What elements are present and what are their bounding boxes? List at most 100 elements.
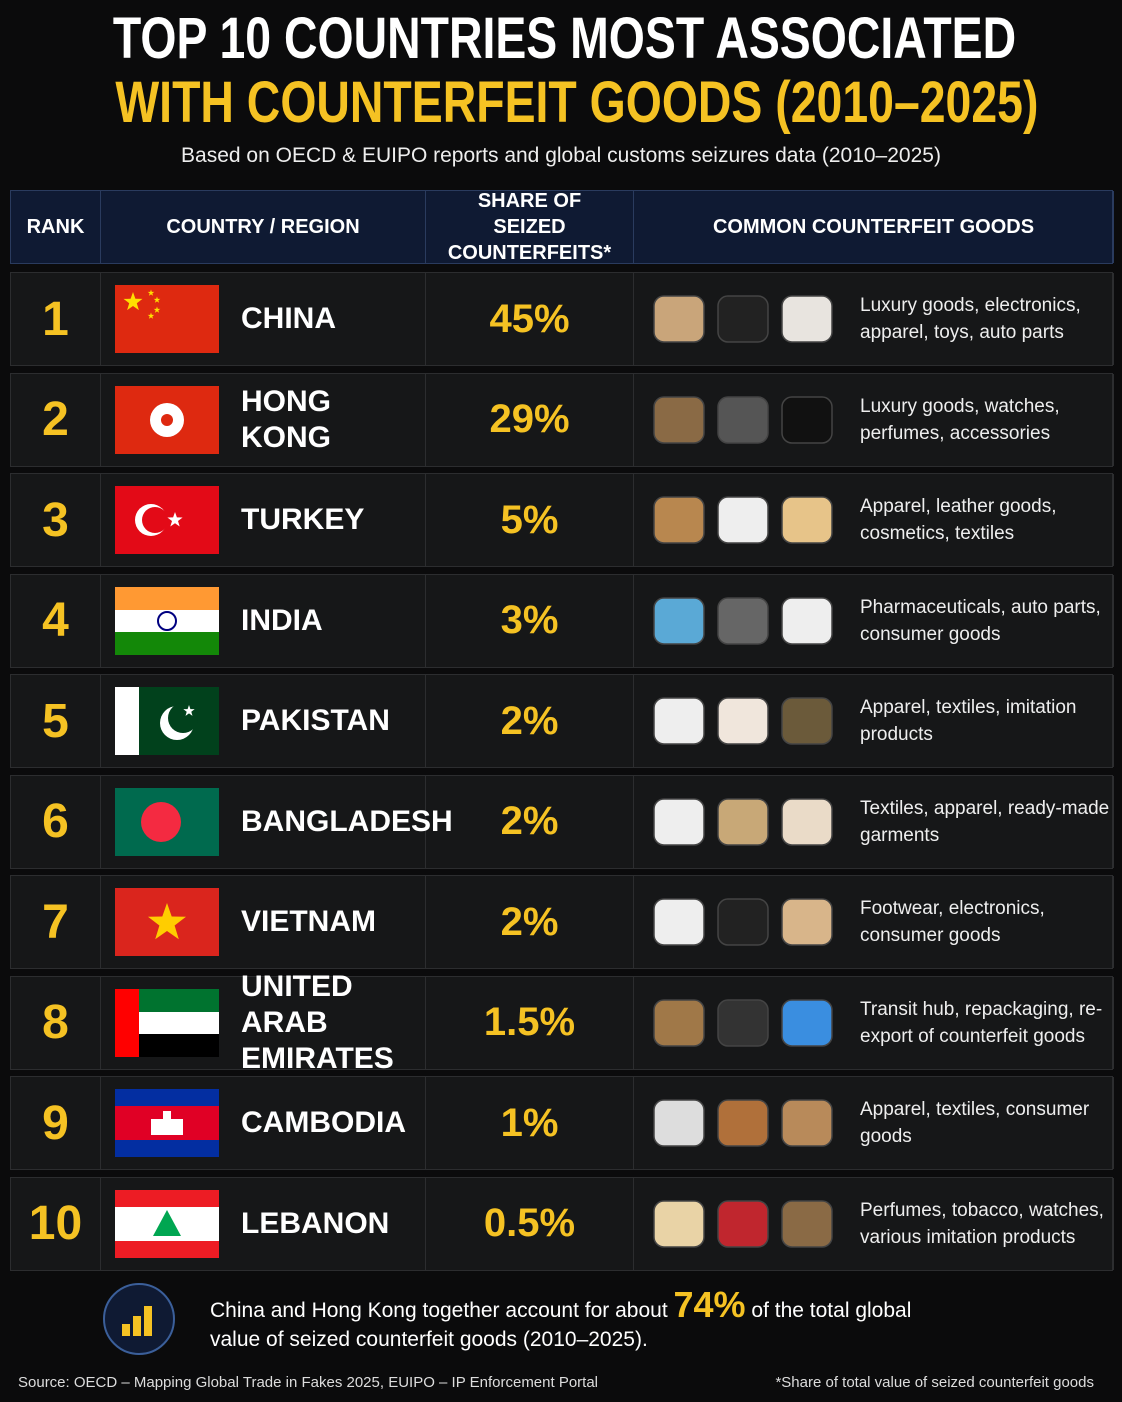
table-row: 5 PAKISTAN 2% Apparel, textiles, imitation …	[10, 674, 1114, 768]
flag	[115, 988, 219, 1057]
country-text: VIETNAM	[241, 905, 376, 938]
goods-cell: Textiles, apparel, ready-made garments	[634, 775, 1114, 868]
flag	[115, 385, 219, 454]
share-text: 5%	[500, 497, 559, 542]
rank-text: 5	[42, 694, 69, 748]
share-text: 1.5%	[483, 1000, 576, 1044]
table-row: 1 CHINA 45% Luxury goods, electronics, appa…	[10, 272, 1114, 366]
goods-cell: Apparel, textiles, consumer goods	[634, 1077, 1114, 1169]
rank-cell: 8	[11, 976, 101, 1069]
share-cell: 2%	[426, 876, 634, 968]
goods-icons	[653, 496, 833, 544]
rank-cell: 5	[11, 675, 101, 767]
country-text: TURKEY	[241, 503, 365, 536]
share-text: 29%	[489, 397, 570, 441]
share-text: 2%	[500, 698, 559, 743]
share-text: 1%	[500, 1100, 559, 1145]
source: Source: OECD – Mapping Global Trade in F…	[18, 1374, 599, 1391]
goods-icons	[653, 596, 833, 645]
goods-text: Footwear, electronics, consumer goods	[860, 898, 1045, 946]
goods-text: Apparel, textiles, consumer goods	[860, 1099, 1090, 1147]
goods-icons	[653, 1099, 833, 1147]
column-header: COMMON COUNTERFEIT GOODS	[634, 191, 1114, 263]
title-text: WITH COUNTERFEIT GOODS (2010–2025)	[115, 70, 1039, 135]
rank-cell: 4	[11, 574, 101, 667]
flag	[115, 586, 219, 655]
share-cell: 0.5%	[426, 1177, 634, 1270]
rank-text: 7	[42, 895, 69, 949]
country-cell: CAMBODIA	[101, 1077, 426, 1169]
country-text: LEBANON	[241, 1206, 390, 1240]
goods-text: Pharmaceuticals, auto parts, consumer go…	[860, 596, 1101, 645]
table-row: 3 TURKEY 5% Apparel, leather goods, cosmeti…	[10, 473, 1114, 567]
callout-highlight: 74%	[673, 1284, 746, 1325]
goods-icons	[653, 797, 833, 846]
share-text: 0.5%	[483, 1201, 576, 1245]
rank-cell: 3	[11, 474, 101, 566]
country-cell: INDIA	[101, 574, 426, 667]
goods-icons	[653, 998, 833, 1047]
table-row: 9 CAMBODIA 1% Apparel, textiles, consumer g…	[10, 1076, 1114, 1170]
goods-cell: Pharmaceuticals, auto parts, consumer go…	[634, 574, 1114, 667]
country-cell: BANGLADESH	[101, 775, 453, 868]
subtitle: Based on OECD & EUIPO reports and global…	[181, 144, 941, 167]
flag	[115, 888, 219, 956]
goods-text: Luxury goods, electronics, apparel, toys…	[860, 295, 1081, 343]
country-cell: VIETNAM	[101, 876, 426, 968]
rank-text: 6	[42, 795, 69, 848]
share-cell: 45%	[426, 273, 634, 365]
goods-cell: Perfumes, tobacco, watches, various imit…	[634, 1177, 1114, 1270]
goods-text: Perfumes, tobacco, watches, various imit…	[860, 1199, 1104, 1248]
country-text: BANGLADESH	[241, 804, 453, 838]
callout-text: China and Hong Kong together account for…	[210, 1299, 668, 1322]
country-text: INDIA	[241, 603, 323, 637]
rank-cell: 6	[11, 775, 101, 868]
title-text: TOP 10 COUNTRIES MOST ASSOCIATED	[112, 6, 1017, 71]
share-cell: 1%	[426, 1077, 634, 1169]
country-cell: PAKISTAN	[101, 675, 426, 767]
country-cell: TURKEY	[101, 474, 426, 566]
country-text: UNITED ARAB EMIRATES	[241, 969, 394, 1075]
chart-icon	[103, 1283, 175, 1355]
goods-icons	[653, 395, 833, 444]
country-cell: LEBANON	[101, 1177, 426, 1270]
title-line-1: TOP 10 COUNTRIES MOST ASSOCIATED	[0, 8, 1122, 70]
rank-cell: 9	[11, 1077, 101, 1169]
share-cell: 2%	[426, 675, 634, 767]
country-cell: CHINA	[101, 273, 426, 365]
table-row: 6 BANGLADESH 2% Textiles, apparel, ready-ma…	[10, 774, 1114, 869]
rank-cell: 10	[11, 1177, 101, 1270]
rank-cell: 7	[11, 876, 101, 968]
rank-text: 10	[28, 1197, 83, 1250]
share-cell: 5%	[426, 474, 634, 566]
column-header: RANK	[11, 191, 101, 263]
flag	[115, 1089, 219, 1157]
title-line-2: WITH COUNTERFEIT GOODS (2010–2025)	[0, 72, 1122, 134]
flag	[115, 687, 219, 755]
column-header: COUNTRY / REGION	[101, 191, 426, 263]
goods-cell: Apparel, textiles, imitation products	[634, 675, 1114, 767]
flag	[115, 1189, 219, 1258]
goods-icons	[653, 1199, 833, 1248]
goods-cell: Apparel, leather goods, cosmetics, texti…	[634, 474, 1114, 566]
share-text: 3%	[500, 598, 559, 642]
country-text: PAKISTAN	[241, 704, 390, 737]
table-row: 8 UNITED ARAB EMIRATES 1.5% Transit hub, re…	[10, 970, 1114, 1075]
goods-text: Transit hub, repackaging, re-export of c…	[860, 998, 1103, 1047]
rank-text: 8	[42, 996, 69, 1049]
rank-text: 3	[42, 493, 69, 547]
footnote: *Share of total value of seized counterf…	[775, 1374, 1094, 1391]
goods-cell: Luxury goods, watches, perfumes, accesso…	[634, 373, 1114, 466]
callout-text: of the total global value of seized coun…	[210, 1299, 912, 1351]
share-text: 2%	[500, 899, 559, 944]
rank-cell: 2	[11, 373, 101, 466]
country-cell: HONG KONG	[101, 373, 426, 466]
rank-cell: 1	[11, 273, 101, 365]
share-cell: 3%	[426, 574, 634, 667]
goods-icons	[653, 898, 833, 946]
country-cell: UNITED ARAB EMIRATES	[101, 970, 426, 1075]
callout: China and Hong Kong together account for…	[210, 1287, 930, 1354]
rank-text: 1	[42, 292, 69, 346]
country-text: CAMBODIA	[241, 1106, 406, 1139]
